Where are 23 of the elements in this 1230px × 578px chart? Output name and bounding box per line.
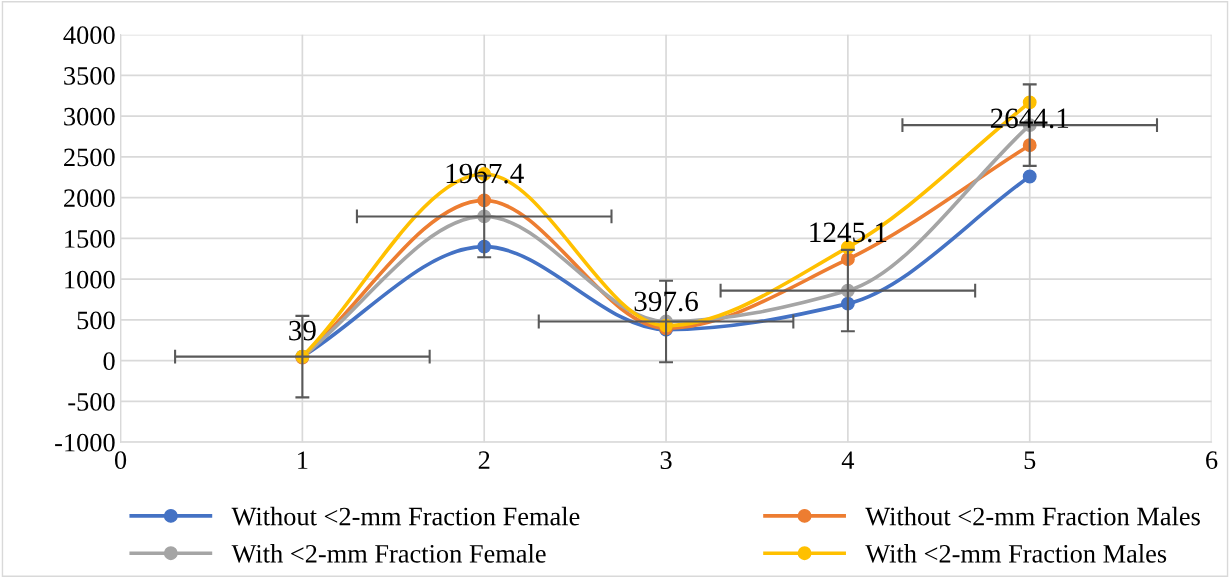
legend-label: With <2-mm Fraction Males	[865, 544, 1167, 563]
x-tick-label: 2	[478, 451, 490, 469]
y-tick-label: 1000	[65, 270, 115, 289]
x-tick-label: 6	[1206, 451, 1218, 470]
y-tick-label: -1000	[55, 433, 115, 452]
y-tick-label: 2000	[64, 189, 115, 208]
legend-label: Without <2-mm Fraction Males	[865, 506, 1200, 526]
legend-label: Without <2-mm Fraction Female	[231, 506, 580, 526]
x-tick-label: 3	[660, 451, 672, 470]
y-tick-label: 500	[77, 311, 115, 330]
x-tick-label: 5	[1024, 451, 1036, 470]
y-tick-label: 1500	[65, 230, 115, 248]
x-tick-label: 0	[114, 451, 127, 470]
legend-label: With <2-mm Fraction Female	[231, 544, 546, 563]
y-tick-label: 3000	[64, 107, 115, 126]
y-tick-label: 2500	[64, 148, 115, 167]
x-tick-label: 1	[298, 451, 308, 469]
y-tick-label: 4000	[63, 26, 115, 45]
y-tick-label: 0	[103, 352, 115, 371]
point	[1022, 169, 1037, 184]
x-tick-label: 4	[841, 451, 855, 469]
y-tick-label: 3500	[64, 67, 115, 85]
y-tick-label: -500	[68, 393, 115, 411]
